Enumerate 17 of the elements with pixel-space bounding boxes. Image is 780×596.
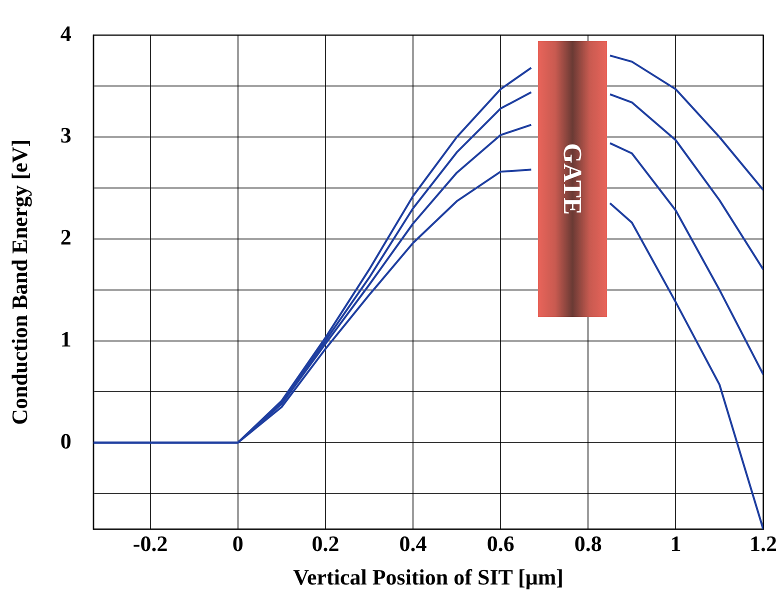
x-axis-title: Vertical Position of SIT [μm] xyxy=(293,564,564,590)
x-tick-label: 0.8 xyxy=(574,531,602,556)
x-tick-label: -0.2 xyxy=(132,531,168,556)
y-tick-label: 1 xyxy=(60,326,72,352)
x-tick-label: 0.2 xyxy=(312,531,340,556)
x-tick-label: 0 xyxy=(232,531,244,556)
y-tick-label: 4 xyxy=(60,20,72,46)
x-tick-label: 0.6 xyxy=(486,531,514,556)
x-tick-label: 1 xyxy=(670,531,682,556)
x-tick-label: 0.4 xyxy=(399,531,427,556)
annotation: GATE xyxy=(557,143,588,215)
y-tick-label: 3 xyxy=(60,122,72,148)
y-tick-label: 2 xyxy=(60,224,72,250)
y-tick-label: 0 xyxy=(60,428,72,454)
x-tick-label: 1.2 xyxy=(750,531,777,556)
y-axis-title: Conduction Band Energy [eV] xyxy=(6,139,32,425)
gate-block: GATE xyxy=(538,41,608,317)
